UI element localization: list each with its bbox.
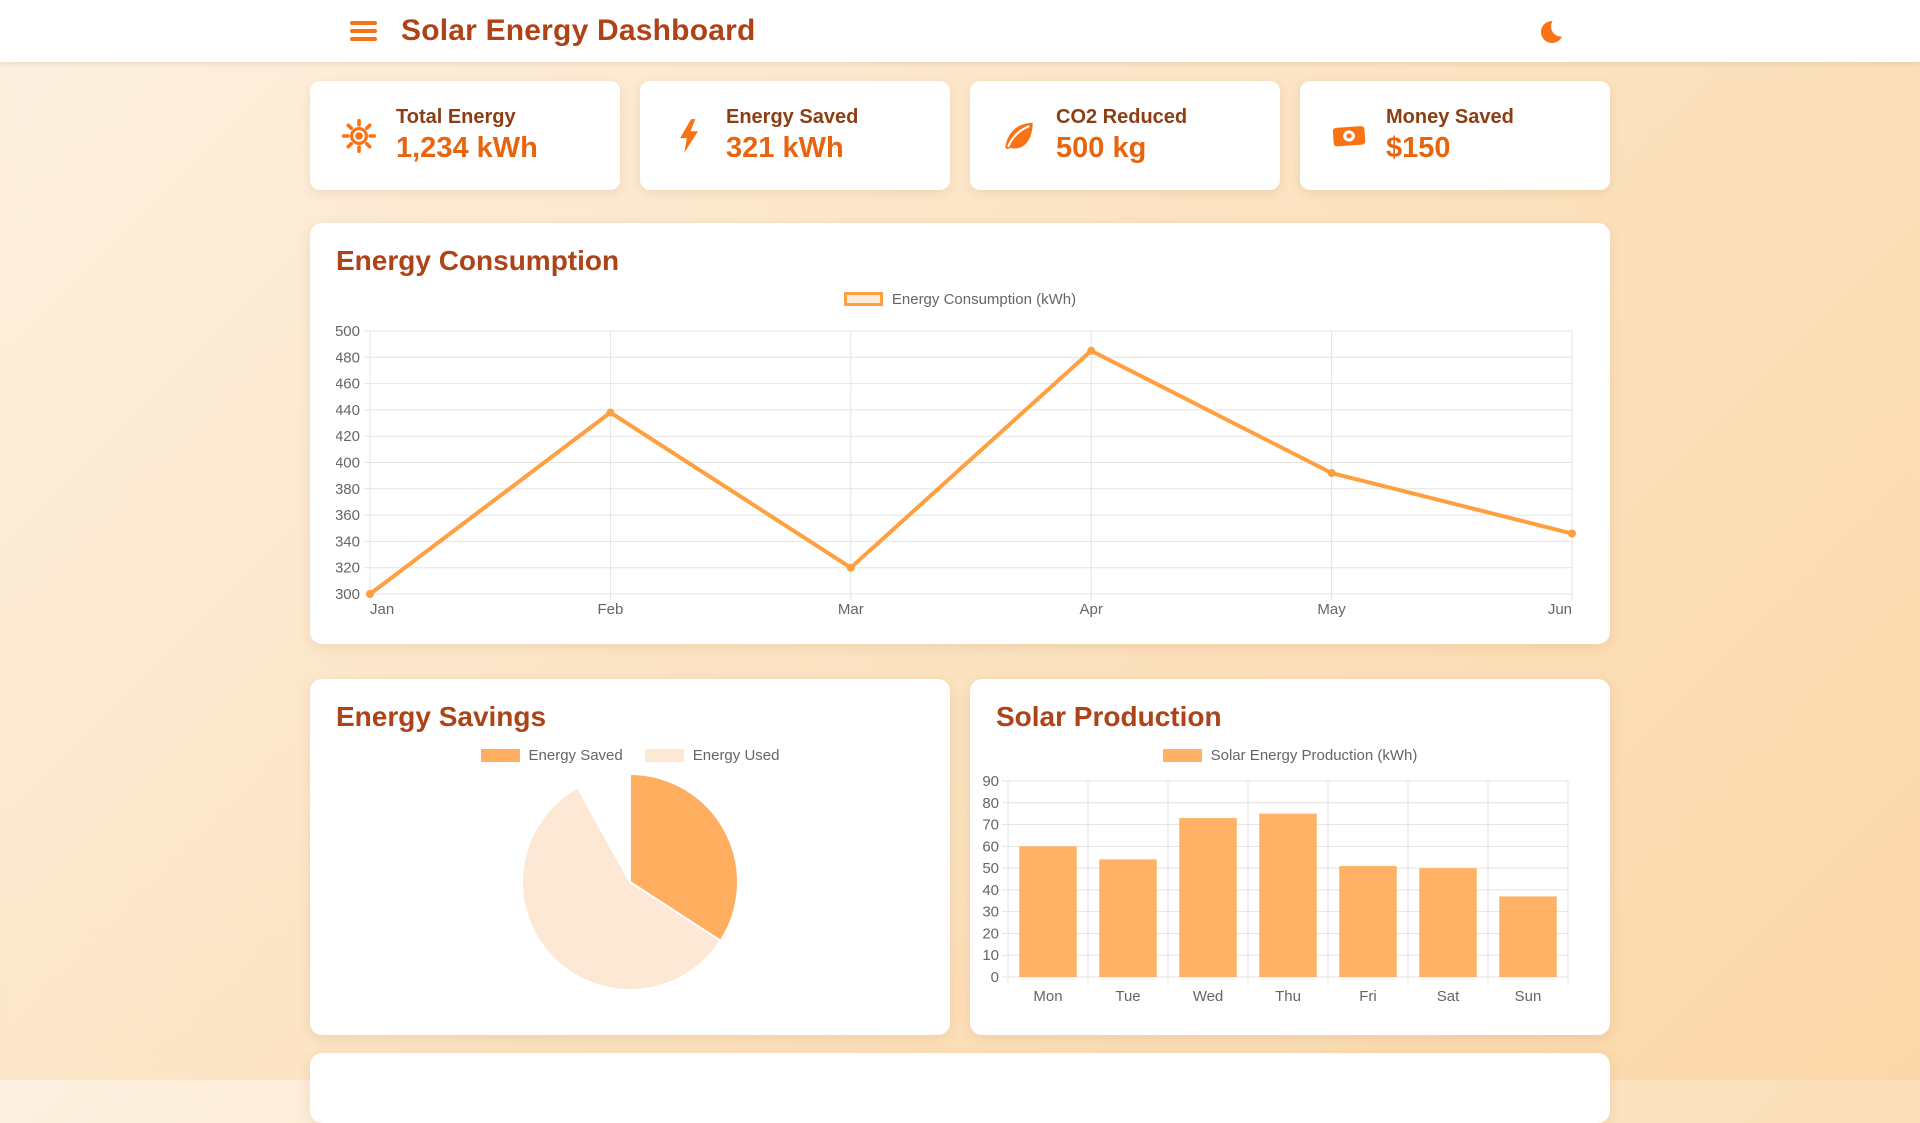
svg-text:May: May	[1317, 601, 1346, 618]
svg-text:340: 340	[336, 533, 360, 550]
bolt-icon	[680, 118, 698, 153]
leaf-icon	[1005, 122, 1033, 149]
legend-item[interactable]: Solar Energy Production (kWh)	[1162, 746, 1418, 764]
solar-production-legend: Solar Energy Production (kWh)	[996, 746, 1584, 764]
legend-item[interactable]: Energy Used	[644, 746, 780, 764]
svg-text:Sat: Sat	[1437, 988, 1460, 1005]
svg-text:480: 480	[336, 349, 360, 366]
svg-text:Mon: Mon	[1033, 988, 1062, 1005]
stat-card-total-energy: Total Energy 1,234 kWh	[310, 81, 620, 190]
stat-label: Energy Saved	[726, 106, 859, 128]
legend-swatch	[480, 748, 520, 762]
svg-text:Wed: Wed	[1193, 988, 1224, 1005]
svg-text:Mar: Mar	[838, 601, 864, 618]
svg-text:Feb: Feb	[597, 601, 623, 618]
svg-text:420: 420	[336, 428, 360, 445]
stat-card-co2-reduced: CO2 Reduced 500 kg	[970, 81, 1280, 190]
legend-swatch	[644, 748, 684, 762]
legend-label: Solar Energy Production (kWh)	[1210, 746, 1418, 764]
stat-value: 321 kWh	[726, 132, 844, 164]
legend-label: Energy Used	[692, 746, 780, 764]
stat-card-energy-saved: Energy Saved 321 kWh	[640, 81, 950, 190]
legend-label: Energy Saved	[528, 746, 623, 764]
solar-production-card: Solar Production Solar Energy Production…	[970, 679, 1610, 1035]
app-header: Solar Energy Dashboard	[0, 0, 1920, 62]
energy-savings-title: Energy Savings	[336, 701, 547, 732]
charts-row: Energy Savings Energy Saved Energy Used S…	[310, 679, 1610, 1035]
svg-text:Fri: Fri	[1359, 988, 1377, 1005]
svg-text:300: 300	[336, 586, 360, 603]
money-icon	[1332, 125, 1366, 146]
svg-text:80: 80	[982, 795, 999, 812]
theme-toggle-button[interactable]	[1538, 15, 1571, 47]
svg-text:Sun: Sun	[1515, 988, 1542, 1005]
svg-text:Jan: Jan	[370, 601, 394, 618]
energy-consumption-title: Energy Consumption	[336, 245, 620, 276]
stat-label: CO2 Reduced	[1056, 106, 1188, 128]
svg-text:360: 360	[336, 507, 360, 524]
page-title: Solar Energy Dashboard	[401, 14, 756, 47]
legend-item[interactable]: Energy Saved	[480, 746, 623, 764]
energy-consumption-legend: Energy Consumption (kWh)	[336, 290, 1584, 308]
energy-consumption-card: Energy Consumption Energy Consumption (k…	[310, 223, 1610, 644]
solar-production-bar-chart: 0 10 20 30 40 50 60 70 80 90 Mon Tue Wed Thu Fri Sat Sun	[982, 773, 1569, 1005]
legend-label: Energy Consumption (kWh)	[891, 290, 1077, 308]
energy-savings-legend: Energy Saved Energy Used	[336, 746, 924, 764]
svg-text:50: 50	[982, 860, 999, 877]
svg-text:400: 400	[336, 455, 360, 472]
next-section-card	[310, 1053, 1610, 1123]
svg-text:40: 40	[982, 882, 999, 899]
svg-text:Apr: Apr	[1080, 601, 1103, 618]
solar-production-title: Solar Production	[996, 701, 1222, 732]
stat-value: $150	[1386, 132, 1451, 164]
svg-text:320: 320	[336, 560, 360, 577]
legend-swatch	[843, 292, 883, 306]
menu-icon	[350, 21, 377, 25]
menu-button[interactable]	[350, 21, 377, 41]
svg-text:Jun: Jun	[1548, 601, 1572, 618]
svg-text:20: 20	[982, 925, 999, 942]
svg-text:0: 0	[991, 969, 999, 986]
stat-label: Total Energy	[396, 106, 516, 128]
svg-text:70: 70	[982, 817, 999, 834]
main-content: Total Energy 1,234 kWh Energy Saved 321 …	[310, 81, 1610, 1123]
svg-text:440: 440	[336, 402, 360, 419]
stat-card-money-saved: Money Saved $150	[1300, 81, 1610, 190]
svg-text:380: 380	[336, 481, 360, 498]
stat-value: 500 kg	[1056, 132, 1147, 164]
sun-icon	[341, 118, 377, 153]
svg-text:30: 30	[982, 904, 999, 921]
svg-text:90: 90	[982, 773, 999, 790]
svg-text:Thu: Thu	[1275, 988, 1301, 1005]
legend-swatch	[1162, 748, 1202, 762]
svg-text:460: 460	[336, 376, 360, 393]
svg-text:Tue: Tue	[1115, 988, 1140, 1005]
energy-savings-card: Energy Savings Energy Saved Energy Used	[310, 679, 950, 1035]
stat-label: Money Saved	[1386, 106, 1514, 128]
energy-consumption-line-chart: 500 480 460 440 420 400 380 360 340 320 300 Jan Feb M…	[336, 323, 1576, 618]
stat-value: 1,234 kWh	[396, 132, 538, 164]
svg-text:500: 500	[336, 323, 360, 340]
stats-row: Total Energy 1,234 kWh Energy Saved 321 …	[310, 81, 1610, 190]
svg-text:10: 10	[982, 947, 999, 964]
legend-item[interactable]: Energy Consumption (kWh)	[843, 290, 1077, 308]
moon-icon	[1541, 16, 1571, 43]
energy-savings-pie-chart	[521, 773, 739, 991]
svg-text:60: 60	[982, 838, 999, 855]
